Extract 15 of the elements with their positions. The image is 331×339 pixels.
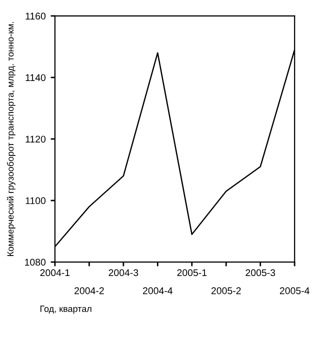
x-axis-title: Год, квартал	[40, 306, 92, 314]
y-tick-label: 1080	[25, 258, 46, 266]
x-tick-label: 2004-3	[108, 269, 138, 276]
x-tick-label: 2005-3	[246, 269, 276, 276]
y-tick-label: 1140	[26, 74, 46, 82]
x-tick-label: 2004-1	[40, 269, 70, 276]
x-tick-label: 2005-4	[280, 287, 310, 294]
x-tick-label: 2004-4	[143, 287, 173, 294]
x-tick-label: 2005-2	[211, 287, 241, 294]
y-tick-label: 1100	[26, 197, 46, 204]
y-tick-label: 1160	[26, 12, 46, 20]
y-tick-label: 1120	[26, 136, 46, 143]
y-axis-title: Коммерческий грузооборот транспорта, млрд. тонно-км.	[6, 22, 16, 256]
x-tick-label: 2004-2	[74, 287, 104, 294]
x-tick-label: 2005-1	[177, 269, 207, 276]
